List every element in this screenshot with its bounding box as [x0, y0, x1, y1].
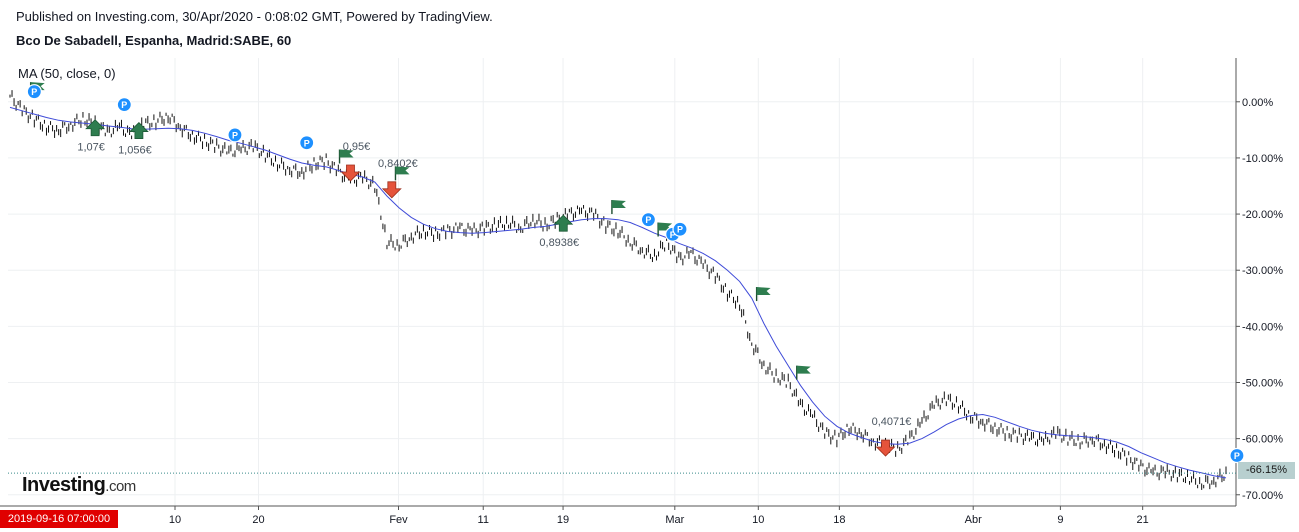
x-tick-label: 21: [1137, 514, 1149, 526]
pin-glyph: P: [304, 138, 310, 148]
trade-price-label: 0,4071€: [872, 416, 912, 428]
published-header: Published on Investing.com, 30/Apr/2020 …: [16, 9, 493, 24]
pin-glyph: P: [677, 225, 683, 235]
sell-arrow: 0,95€: [340, 141, 371, 182]
y-tick-label: -60.00%: [1242, 434, 1283, 446]
trade-price-label: 0,8938€: [539, 237, 579, 249]
x-tick-label: 19: [557, 514, 569, 526]
y-tick-label: 0.00%: [1242, 97, 1273, 109]
pin-circle: [116, 96, 132, 113]
buy-arrow-shape: [128, 121, 149, 139]
last-value-badge: -66.15%: [1238, 462, 1295, 479]
flag-marker: [755, 287, 771, 302]
pin-marker: P: [672, 221, 688, 237]
flag-cloth: [339, 149, 354, 158]
flag-marker: [338, 149, 354, 164]
pin-circle: [640, 212, 657, 228]
flag-cloth: [395, 166, 410, 175]
trade-price-label: 0,95€: [343, 141, 371, 153]
sell-arrow-shape: [381, 181, 402, 199]
sell-arrow: 0,8402€: [378, 158, 418, 199]
buy-arrow: 1,056€: [118, 121, 152, 157]
pin-circle: [227, 127, 243, 143]
flag-cloth: [796, 365, 811, 374]
x-tick-label: 20: [252, 514, 264, 526]
x-tick-label: 10: [752, 514, 764, 526]
pin-circle: [672, 221, 688, 237]
flag-marker: [611, 200, 626, 215]
cursor-date-label: 2019-09-16 07:00:00: [0, 510, 118, 528]
pin-marker: P: [116, 96, 132, 113]
indicator-legend: MA (50, close, 0): [18, 66, 116, 81]
pin-circle: [26, 84, 42, 100]
y-tick-label: -50.00%: [1242, 377, 1283, 389]
pin-glyph: P: [670, 230, 676, 240]
x-tick-label: 18: [833, 514, 845, 526]
y-tick-label: -40.00%: [1242, 321, 1283, 333]
pin-glyph: P: [1234, 451, 1240, 461]
trade-price-label: 1,056€: [118, 145, 152, 157]
pin-glyph: P: [645, 215, 651, 225]
sell-arrow-shape: [340, 164, 361, 182]
y-tick-label: -10.00%: [1242, 153, 1283, 165]
trade-price-label: 1,07€: [77, 142, 105, 154]
pin-circle: [1229, 447, 1245, 464]
flag-marker: [796, 365, 811, 380]
pin-marker: P: [1229, 447, 1245, 464]
y-tick-label: -20.00%: [1242, 209, 1283, 221]
flag-marker: [394, 166, 410, 181]
x-tick-label: Fev: [389, 514, 408, 526]
pin-marker: P: [299, 135, 315, 151]
x-tick-label: Abr: [965, 514, 982, 526]
moving-average-line: [9, 106, 1227, 479]
pin-glyph: P: [232, 130, 238, 140]
x-tick-label: 10: [169, 514, 181, 526]
buy-arrow-shape: [85, 119, 106, 137]
symbol-title: Bco De Sabadell, Espanha, Madrid:SABE, 6…: [16, 33, 292, 48]
buy-arrow: 1,07€: [77, 119, 106, 154]
pin-marker: P: [640, 212, 657, 228]
x-tick-label: Mar: [665, 514, 684, 526]
pin-circle: [299, 135, 315, 151]
flag-cloth: [611, 200, 626, 209]
logo-brand: Investing: [22, 474, 106, 496]
sell-arrow-shape: [875, 439, 896, 457]
flag-cloth: [756, 287, 771, 296]
y-tick-label: -30.00%: [1242, 265, 1283, 277]
x-tick-label: 9: [1057, 514, 1063, 526]
x-tick-label: 11: [478, 514, 489, 526]
buy-arrow: 0,8938€: [539, 214, 579, 249]
trade-price-label: 0,8402€: [378, 158, 418, 170]
sell-arrow: 0,4071€: [872, 416, 912, 457]
pin-glyph: P: [31, 87, 37, 97]
investing-logo: Investing.com: [22, 474, 136, 497]
y-tick-label: -70.00%: [1242, 490, 1283, 502]
logo-suffix: .com: [105, 478, 136, 495]
pin-marker: P: [26, 84, 42, 100]
pin-glyph: P: [121, 100, 127, 110]
buy-arrow-shape: [553, 214, 574, 232]
pin-marker: P: [227, 127, 243, 143]
